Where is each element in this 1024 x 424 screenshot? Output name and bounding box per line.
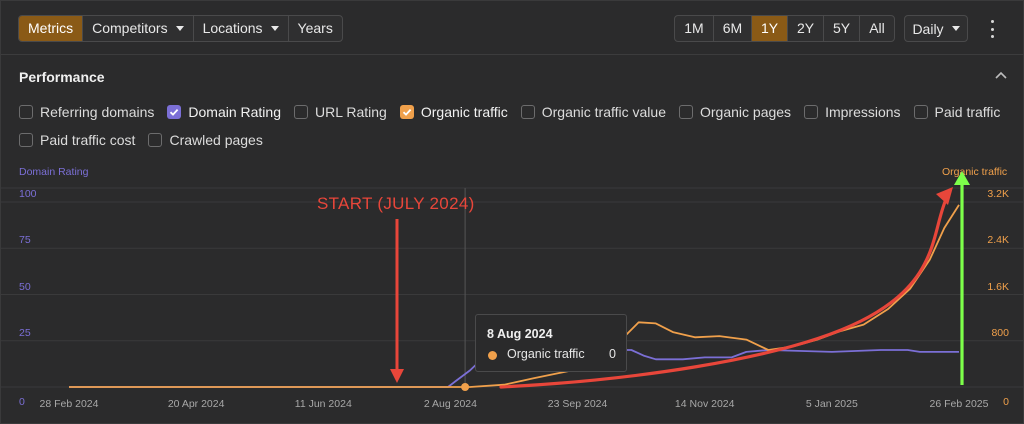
chevron-down-icon — [175, 26, 184, 31]
range-all-button[interactable]: All — [869, 20, 885, 36]
tab-years[interactable]: Years — [297, 20, 333, 36]
chart-tooltip: 8 Aug 2024 Organic traffic 0 — [475, 314, 627, 372]
right-axis-title: Organic traffic — [942, 166, 1008, 178]
x-axis-tick: 26 Feb 2025 — [929, 398, 989, 410]
right-axis-tick: 800 — [991, 326, 1009, 339]
checkbox-box[interactable] — [913, 105, 928, 119]
x-axis-tick: 23 Sep 2024 — [547, 398, 608, 410]
tooltip-date: 8 Aug 2024 — [487, 327, 553, 341]
metrics-segment-group: Metrics Competitors Locations Years — [18, 15, 343, 42]
checkbox-box[interactable] — [520, 105, 535, 119]
tab-locations[interactable]: Locations — [194, 16, 289, 41]
checkmark-icon — [399, 105, 414, 119]
chevron-down-icon — [270, 26, 279, 31]
interval-dropdown[interactable]: Daily — [904, 15, 968, 42]
right-axis-tick: 3.2K — [987, 188, 1009, 200]
organic-traffic-line — [69, 204, 960, 388]
top-toolbar: Metrics Competitors Locations Years 1M 6… — [1, 1, 1024, 55]
checkbox-paid-traffic[interactable]: Paid traffic — [913, 104, 1000, 120]
checkbox-organic-traffic-value[interactable]: Organic traffic value — [520, 104, 666, 120]
start-annotation: START (JULY 2024) — [317, 194, 475, 213]
checkbox-box[interactable] — [804, 105, 819, 119]
right-axis-tick: 0 — [1003, 396, 1009, 408]
tooltip-series-label: Organic traffic — [507, 347, 585, 361]
checkbox-box[interactable] — [19, 133, 33, 147]
metric-checkbox-row-2: Paid traffic cost Crawled pages — [19, 132, 276, 148]
tab-competitors[interactable]: Competitors — [83, 16, 194, 41]
checkbox-referring-domains[interactable]: Referring domains — [19, 104, 154, 120]
checkbox-paid-traffic-cost[interactable]: Paid traffic cost — [19, 132, 135, 148]
checkbox-box[interactable] — [679, 105, 693, 119]
start-arrow-head — [390, 369, 404, 383]
growth-arrow — [499, 195, 949, 389]
growth-arrow-head — [936, 187, 953, 205]
checkmark-icon — [167, 105, 182, 119]
checkbox-organic-traffic[interactable]: Organic traffic — [399, 104, 508, 120]
tab-metrics[interactable]: Metrics — [19, 16, 84, 41]
range-1y-button[interactable]: 1Y — [752, 16, 788, 41]
range-6m-button[interactable]: 6M — [714, 16, 752, 41]
tooltip-value: 0 — [609, 347, 616, 361]
range-5y-button[interactable]: 5Y — [824, 16, 860, 41]
right-axis-tick: 1.6K — [987, 280, 1009, 293]
metric-checkbox-row-1: Referring domains Domain Rating URL Rati… — [19, 104, 1013, 120]
checkbox-crawled-pages[interactable]: Crawled pages — [148, 132, 263, 148]
x-axis-tick: 20 Apr 2024 — [167, 398, 225, 410]
more-options-icon[interactable] — [988, 20, 996, 38]
left-axis-tick: 75 — [19, 234, 31, 247]
growth-bar-arrow-head — [954, 171, 970, 185]
range-segment-group: 1M 6M 1Y 2Y 5Y All — [674, 15, 895, 42]
checkbox-box[interactable] — [167, 105, 182, 119]
range-1m-button[interactable]: 1M — [675, 16, 714, 41]
section-title: Performance — [19, 69, 105, 85]
tooltip-point-marker — [461, 383, 470, 391]
right-axis-tick: 2.4K — [987, 234, 1009, 247]
x-axis-tick: 11 Jun 2024 — [294, 398, 352, 410]
x-axis-tick: 2 Aug 2024 — [423, 398, 477, 410]
left-axis-tick: 25 — [19, 326, 31, 339]
x-axis-tick: 14 Nov 2024 — [674, 398, 735, 410]
checkbox-organic-pages[interactable]: Organic pages — [679, 104, 791, 120]
left-axis-tick: 0 — [19, 396, 25, 408]
chevron-down-icon — [951, 26, 960, 31]
checkbox-box[interactable] — [399, 105, 414, 119]
x-axis-tick: 5 Jan 2025 — [805, 398, 858, 410]
chevron-up-icon[interactable] — [995, 71, 1007, 79]
checkbox-box[interactable] — [294, 105, 308, 119]
left-axis-title: Domain Rating — [19, 166, 89, 178]
checkbox-box[interactable] — [19, 105, 33, 119]
checkbox-domain-rating[interactable]: Domain Rating — [167, 104, 281, 120]
x-axis-tick: 28 Feb 2024 — [39, 398, 99, 410]
interval-label: Daily — [912, 20, 944, 37]
checkbox-impressions[interactable]: Impressions — [804, 104, 901, 120]
left-axis-tick: 100 — [19, 188, 37, 200]
tooltip-legend-dot — [488, 351, 497, 360]
checkbox-box[interactable] — [148, 133, 163, 147]
range-2y-button[interactable]: 2Y — [788, 16, 824, 41]
left-axis-tick: 50 — [19, 280, 31, 293]
checkbox-url-rating[interactable]: URL Rating — [294, 104, 387, 120]
